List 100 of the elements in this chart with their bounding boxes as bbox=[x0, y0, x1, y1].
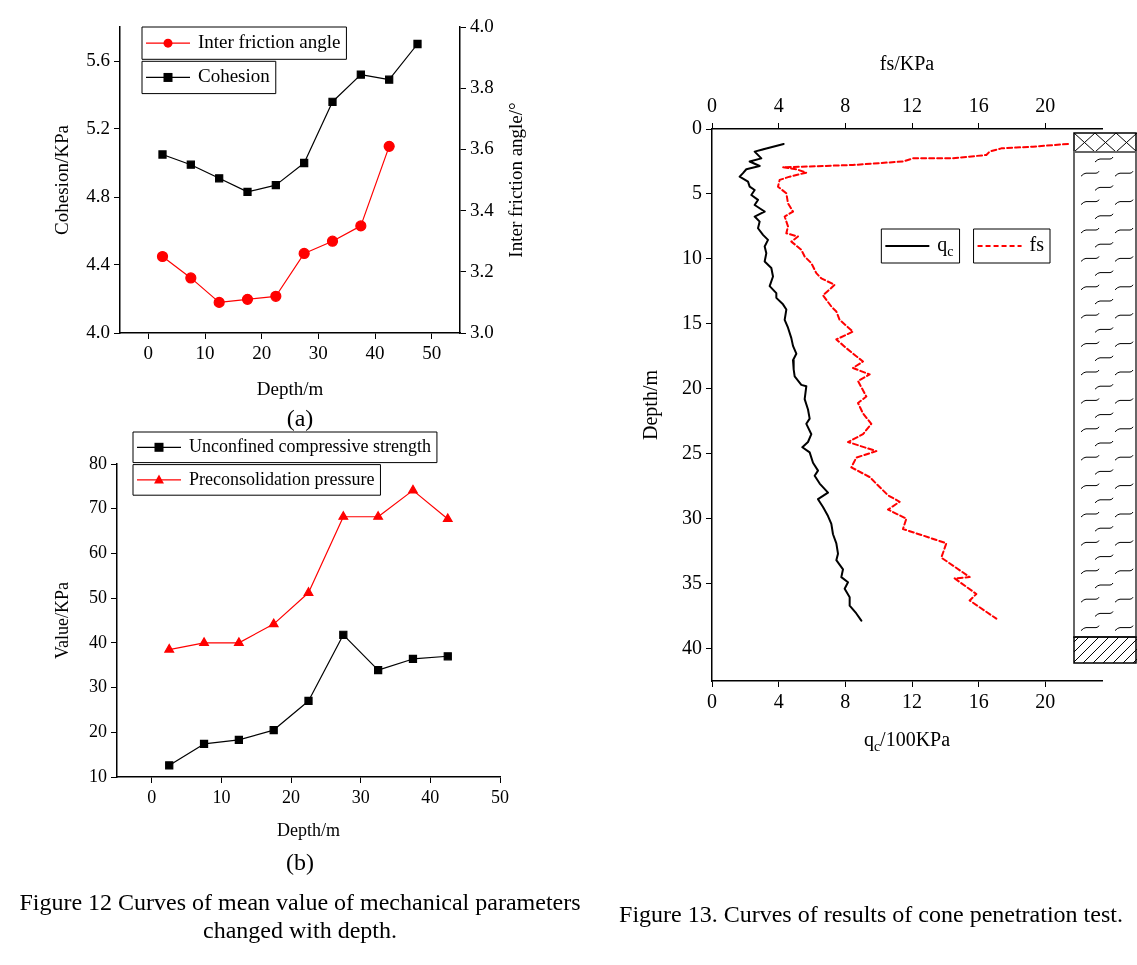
y-tick-label: 5.6 bbox=[86, 48, 110, 70]
point bbox=[338, 511, 349, 520]
text: (b) bbox=[285, 848, 315, 876]
y-tick-label: 5 bbox=[692, 181, 702, 204]
y-tick-label: 80 bbox=[89, 452, 107, 473]
point bbox=[185, 272, 197, 284]
x-axis-title: Depth/m bbox=[256, 377, 324, 399]
point bbox=[326, 235, 339, 247]
y-tick-label: 35 bbox=[682, 570, 702, 593]
y2-tick-label: 3.0 bbox=[470, 320, 494, 342]
x-tick-label: 0 bbox=[147, 786, 157, 807]
y-tick-label: 20 bbox=[89, 721, 107, 742]
y-axis-title: Cohesion/KPa bbox=[50, 124, 72, 235]
point bbox=[356, 70, 365, 79]
point bbox=[303, 587, 314, 596]
point bbox=[373, 511, 384, 520]
legend-label: Inter friction angle bbox=[198, 31, 341, 53]
y-tick-label: 60 bbox=[89, 542, 107, 563]
point bbox=[298, 247, 310, 260]
x-tick-label: 10 bbox=[212, 786, 231, 807]
point bbox=[374, 666, 383, 675]
point bbox=[233, 637, 244, 646]
y-tick-label: 0 bbox=[692, 116, 702, 139]
point bbox=[164, 643, 175, 653]
point bbox=[304, 696, 313, 706]
point bbox=[300, 158, 309, 168]
y-axis-title: Value/KPa bbox=[51, 582, 72, 659]
point bbox=[186, 160, 195, 169]
y-tick-label: 50 bbox=[89, 586, 107, 607]
point bbox=[442, 513, 453, 523]
y2-tick-label: 3.4 bbox=[470, 198, 495, 220]
point bbox=[385, 75, 394, 84]
x-axis-title: Depth/m bbox=[277, 819, 340, 840]
y-tick-label: 10 bbox=[89, 765, 107, 786]
caption: Figure 13. Curves of results of cone penetration test. bbox=[618, 900, 1124, 928]
legend-label: Preconsolidation pressure bbox=[189, 468, 375, 489]
y-tick-label: 40 bbox=[89, 631, 107, 652]
y-tick-label: 10 bbox=[682, 246, 702, 269]
x-tick-label: 20 bbox=[282, 786, 301, 807]
x-tick-label: 10 bbox=[195, 342, 215, 364]
x-tick-label: 0 bbox=[707, 690, 717, 713]
y-tick-label: 4.0 bbox=[86, 320, 110, 342]
legend-label: Unconfined compressive strength bbox=[189, 436, 431, 457]
x-tick-label: 50 bbox=[491, 786, 509, 807]
x-tick-label: 40 bbox=[365, 342, 385, 364]
y-tick-label: 40 bbox=[682, 635, 702, 658]
x2-tick-label: 0 bbox=[707, 94, 717, 117]
y-tick-label: 15 bbox=[682, 311, 702, 334]
x-tick-label: 50 bbox=[422, 342, 442, 364]
x-tick-label: 30 bbox=[308, 342, 328, 364]
point bbox=[268, 618, 279, 628]
y2-axis-title: Inter friction angle/° bbox=[504, 102, 526, 258]
x-tick-label: 12 bbox=[902, 690, 922, 713]
y-tick-label: 4.4 bbox=[86, 252, 111, 274]
point bbox=[213, 296, 225, 308]
x2-tick-label: 16 bbox=[968, 94, 989, 117]
point bbox=[355, 220, 367, 232]
point bbox=[199, 637, 209, 646]
y-tick-label: 5.2 bbox=[86, 116, 110, 138]
y-tick-label: 25 bbox=[682, 440, 702, 463]
legend-label: Cohesion bbox=[198, 65, 271, 87]
x2-tick-label: 8 bbox=[840, 94, 851, 117]
point bbox=[156, 250, 169, 263]
legend-label: fs bbox=[1029, 233, 1045, 256]
x-tick-label: 40 bbox=[421, 786, 440, 807]
point bbox=[408, 484, 418, 494]
point bbox=[165, 761, 174, 770]
point bbox=[339, 630, 348, 639]
x-tick-label: 4 bbox=[773, 690, 784, 713]
caption: Figure 12 Curves of mean value of mechanical parameters changed with depth. bbox=[18, 888, 582, 944]
x2-tick-label: 12 bbox=[902, 94, 922, 117]
point bbox=[269, 725, 278, 735]
x-tick-label: 30 bbox=[351, 786, 370, 807]
x2-tick-label: 4 bbox=[773, 94, 784, 117]
point bbox=[443, 652, 452, 661]
point bbox=[270, 290, 282, 302]
y2-tick-label: 3.2 bbox=[470, 259, 494, 281]
point bbox=[408, 654, 418, 664]
x-tick-label: 20 bbox=[1035, 690, 1056, 713]
point bbox=[383, 140, 395, 152]
point bbox=[241, 293, 254, 305]
point bbox=[271, 180, 280, 190]
point bbox=[158, 150, 167, 159]
y-tick-label: 70 bbox=[89, 497, 107, 518]
point bbox=[243, 187, 252, 197]
y2-tick-label: 4.0 bbox=[470, 14, 494, 36]
point bbox=[328, 97, 337, 106]
y-tick-label: 4.8 bbox=[86, 184, 110, 206]
y-tick-label: 30 bbox=[682, 505, 702, 528]
point bbox=[215, 174, 224, 183]
x-tick-label: 16 bbox=[968, 690, 989, 713]
y2-tick-label: 3.6 bbox=[470, 137, 494, 159]
text: (a) bbox=[285, 404, 315, 432]
point bbox=[234, 735, 243, 745]
x-tick-label: 8 bbox=[840, 690, 851, 713]
x2-tick-label: 20 bbox=[1035, 94, 1056, 117]
y2-tick-label: 3.8 bbox=[470, 76, 494, 98]
y-axis-title: Depth/m bbox=[639, 369, 663, 440]
y-tick-label: 20 bbox=[682, 376, 702, 399]
x-tick-label: 20 bbox=[252, 342, 272, 364]
